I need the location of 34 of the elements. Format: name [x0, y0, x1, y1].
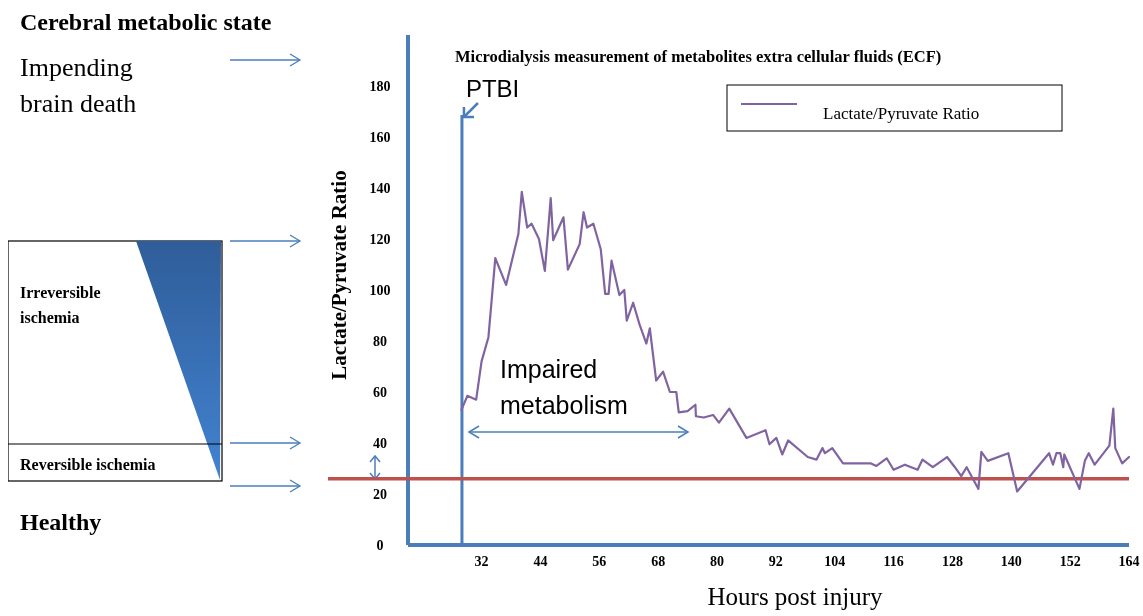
- text: Microdialysis measurement of metabolites extra cellular fluids (ECF): [455, 47, 942, 66]
- line-series: [460, 190, 1131, 493]
- x-tick-label: 68: [651, 554, 666, 569]
- text: Cerebral metabolic state: [20, 9, 272, 35]
- ref-line-label: PTBI: [465, 75, 520, 102]
- y-axis-title: Lactate/Pyruvate Ratio: [327, 170, 351, 380]
- x-tick-label: 92: [768, 554, 783, 569]
- annotation: Impaired metabolism: [500, 355, 628, 419]
- y-tick-label: 40: [373, 435, 387, 451]
- y-tick-label: 60: [373, 384, 387, 400]
- text: Irreversible ischemia: [20, 284, 101, 326]
- y-tick-label: 0: [376, 537, 384, 553]
- x-tick-label: 80: [710, 554, 724, 569]
- x-tick-label: 128: [941, 554, 963, 569]
- y-tick-label: 160: [369, 129, 391, 145]
- x-axis-title: Hours post injury: [707, 583, 883, 610]
- x-tick-label: 56: [592, 554, 607, 569]
- text: Reversible ischemia: [20, 456, 156, 473]
- x-tick-label: 44: [533, 554, 548, 569]
- y-tick-label: 80: [373, 333, 387, 349]
- legend-label: Lactate/Pyruvate Ratio: [823, 104, 980, 123]
- x-tick-label: 164: [1118, 554, 1140, 569]
- text: Healthy: [20, 509, 102, 535]
- y-tick-label: 100: [369, 282, 391, 298]
- text: Impending brain death: [20, 53, 137, 118]
- y-tick-label: 180: [369, 78, 391, 94]
- x-tick-label: 140: [1000, 554, 1022, 569]
- x-tick-label: 104: [824, 554, 846, 569]
- x-tick-label: 116: [883, 554, 904, 569]
- y-tick-label: 20: [373, 486, 387, 502]
- x-tick-label: 152: [1059, 554, 1081, 569]
- x-tick-label: 32: [474, 554, 489, 569]
- y-tick-label: 140: [369, 180, 391, 196]
- y-tick-label: 120: [369, 231, 391, 247]
